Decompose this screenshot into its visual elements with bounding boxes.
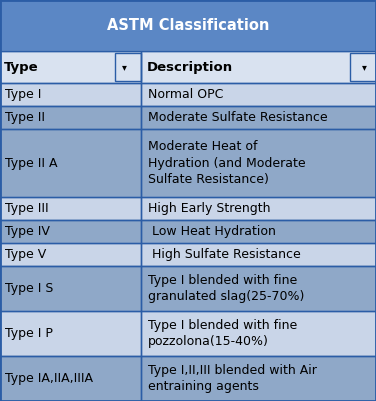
Text: ▾: ▾: [362, 62, 367, 72]
Text: Low Heat Hydration: Low Heat Hydration: [148, 225, 276, 238]
Bar: [141, 243, 376, 266]
Bar: [141, 197, 376, 220]
Bar: [141, 243, 376, 266]
Text: High Early Strength: High Early Strength: [148, 202, 270, 215]
Bar: [0, 51, 141, 83]
Text: Type I blended with fine
pozzolona(15-40%): Type I blended with fine pozzolona(15-40…: [148, 319, 297, 348]
Bar: [141, 106, 376, 129]
Bar: [0, 356, 141, 401]
Bar: [141, 197, 376, 220]
Bar: [141, 129, 376, 197]
Text: High Sulfate Resistance: High Sulfate Resistance: [148, 248, 300, 261]
Bar: [0, 83, 141, 106]
Text: Type II: Type II: [5, 111, 44, 124]
Text: Type: Type: [4, 61, 38, 74]
Bar: [141, 220, 376, 243]
Bar: [141, 51, 376, 83]
Bar: [0, 311, 141, 356]
Bar: [141, 266, 376, 311]
Text: Moderate Heat of
Hydration (and Moderate
Sulfate Resistance): Moderate Heat of Hydration (and Moderate…: [148, 140, 305, 186]
Text: ▾: ▾: [122, 62, 126, 72]
Bar: [0, 311, 141, 356]
Text: Type II A: Type II A: [5, 157, 57, 170]
Text: Type V: Type V: [5, 248, 46, 261]
Bar: [141, 266, 376, 311]
Bar: [0, 243, 141, 266]
Bar: [141, 356, 376, 401]
Bar: [350, 53, 376, 81]
Bar: [141, 51, 376, 83]
Text: Type III: Type III: [5, 202, 48, 215]
Text: Moderate Sulfate Resistance: Moderate Sulfate Resistance: [148, 111, 327, 124]
Bar: [0, 0, 376, 51]
Bar: [141, 311, 376, 356]
Bar: [0, 266, 141, 311]
Text: Type I P: Type I P: [5, 327, 52, 340]
Bar: [0, 83, 141, 106]
Bar: [0, 356, 141, 401]
Text: ASTM Classification: ASTM Classification: [107, 18, 269, 33]
Bar: [141, 311, 376, 356]
Bar: [0, 106, 141, 129]
Bar: [0, 51, 141, 83]
Text: Normal OPC: Normal OPC: [148, 89, 223, 101]
Text: Type IV: Type IV: [5, 225, 49, 238]
Bar: [0, 220, 141, 243]
Bar: [141, 106, 376, 129]
Text: Type I blended with fine
granulated slag(25-70%): Type I blended with fine granulated slag…: [148, 274, 304, 303]
Bar: [141, 83, 376, 106]
Bar: [0, 0, 376, 51]
Text: Type I: Type I: [5, 89, 41, 101]
Bar: [0, 220, 141, 243]
Bar: [0, 106, 141, 129]
Bar: [0, 129, 141, 197]
Bar: [141, 129, 376, 197]
Bar: [0, 197, 141, 220]
Bar: [0, 243, 141, 266]
Bar: [0, 197, 141, 220]
Bar: [141, 83, 376, 106]
Bar: [141, 220, 376, 243]
Text: Type I S: Type I S: [5, 282, 53, 295]
Bar: [115, 53, 141, 81]
Bar: [0, 266, 141, 311]
Text: Description: Description: [147, 61, 233, 74]
Text: Type I,II,III blended with Air
entraining agents: Type I,II,III blended with Air entrainin…: [148, 364, 317, 393]
Bar: [141, 356, 376, 401]
Text: Type IA,IIA,IIIA: Type IA,IIA,IIIA: [5, 372, 92, 385]
Bar: [0, 129, 141, 197]
